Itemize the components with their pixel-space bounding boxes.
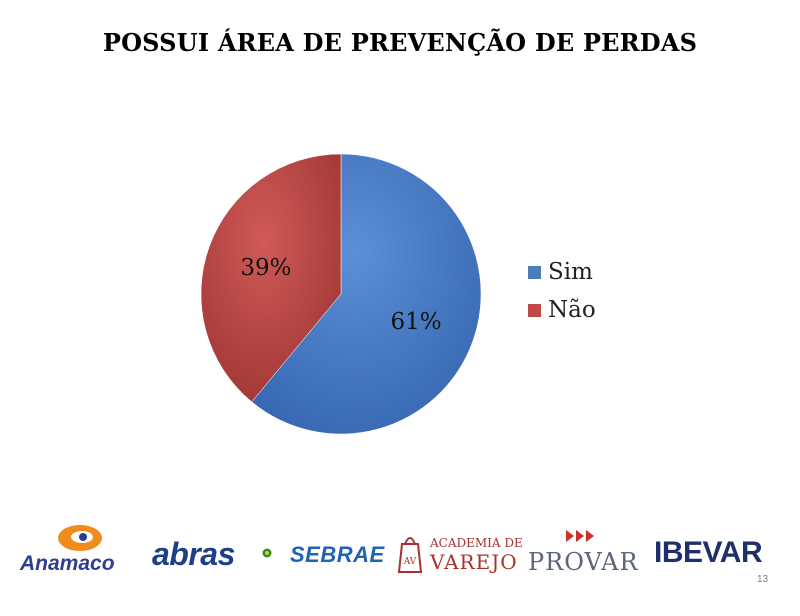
brazil-flag-icon — [262, 548, 272, 558]
anamaco-logo: Anamaco — [20, 522, 140, 580]
academia-text-bottom: VAREJO — [430, 550, 518, 574]
sponsor-logos: Anamaco abras SEBRAE AV ACADEMIA DE VARE… — [20, 522, 780, 582]
abras-text: abras — [152, 536, 235, 572]
provar-mark-icon — [566, 530, 594, 542]
chart-legend: Sim Não — [528, 253, 596, 329]
shopping-bag-icon: AV — [397, 537, 423, 573]
legend-swatch-sim — [528, 265, 541, 279]
sebrae-text: SEBRAE — [290, 542, 385, 567]
anamaco-mark-icon — [58, 525, 102, 551]
anamaco-text: Anamaco — [20, 552, 115, 575]
sebrae-logo: SEBRAE — [290, 542, 384, 576]
academia-de-varejo-logo: AV ACADEMIA DE VAREJO — [396, 530, 523, 582]
pie-slice-sim — [251, 153, 482, 435]
abras-logo: abras — [152, 536, 272, 576]
academia-text-top: ACADEMIA DE — [430, 536, 523, 550]
pie-label-nao: 39% — [240, 255, 291, 281]
academia-mark: AV — [403, 557, 417, 567]
chart-title: POSSUI ÁREA DE PREVENÇÃO DE PERDAS — [102, 28, 698, 57]
ibevar-text: IBEVAR — [654, 536, 763, 569]
page-number: 13 — [757, 574, 769, 585]
legend-item-sim: Sim — [528, 253, 596, 291]
provar-text: PROVAR — [528, 548, 639, 576]
ibevar-logo: IBEVAR — [654, 536, 778, 576]
legend-label-nao: Não — [548, 297, 596, 323]
legend-swatch-nao — [528, 303, 541, 317]
pie-slice-nao — [200, 153, 342, 403]
provar-logo: PROVAR — [528, 526, 648, 580]
pie-label-sim: 61% — [391, 309, 442, 335]
legend-label-sim: Sim — [548, 259, 593, 285]
legend-item-nao: Não — [528, 291, 596, 329]
